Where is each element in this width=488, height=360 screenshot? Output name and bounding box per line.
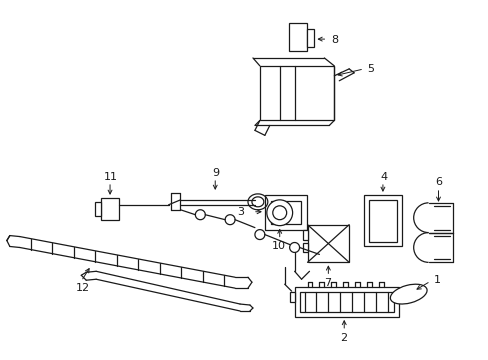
Circle shape (272, 206, 286, 220)
Bar (95, 202, 101, 216)
Bar (368, 200, 396, 242)
Bar (288, 23, 306, 51)
Bar (302, 243, 307, 252)
Bar (398, 292, 403, 302)
Text: 3: 3 (237, 207, 244, 217)
Text: 2: 2 (340, 333, 346, 343)
Bar (289, 292, 294, 302)
Bar (270, 201, 300, 224)
Bar (101, 198, 119, 220)
Bar (302, 230, 307, 239)
Bar (259, 66, 334, 121)
Text: 6: 6 (435, 177, 442, 187)
Bar (306, 29, 314, 47)
Bar (364, 195, 401, 247)
Ellipse shape (389, 284, 426, 304)
Bar (294, 287, 398, 317)
Text: 1: 1 (433, 275, 440, 285)
Text: 5: 5 (366, 64, 373, 74)
Bar (264, 195, 306, 230)
Text: 10: 10 (271, 242, 285, 252)
Text: 12: 12 (76, 283, 90, 293)
Text: 11: 11 (104, 172, 118, 182)
Bar (307, 225, 348, 262)
Text: 9: 9 (212, 168, 219, 178)
Circle shape (266, 200, 292, 226)
Text: 8: 8 (331, 35, 338, 45)
Bar (299, 292, 393, 312)
Text: 4: 4 (379, 172, 386, 182)
Text: 7: 7 (324, 278, 331, 288)
